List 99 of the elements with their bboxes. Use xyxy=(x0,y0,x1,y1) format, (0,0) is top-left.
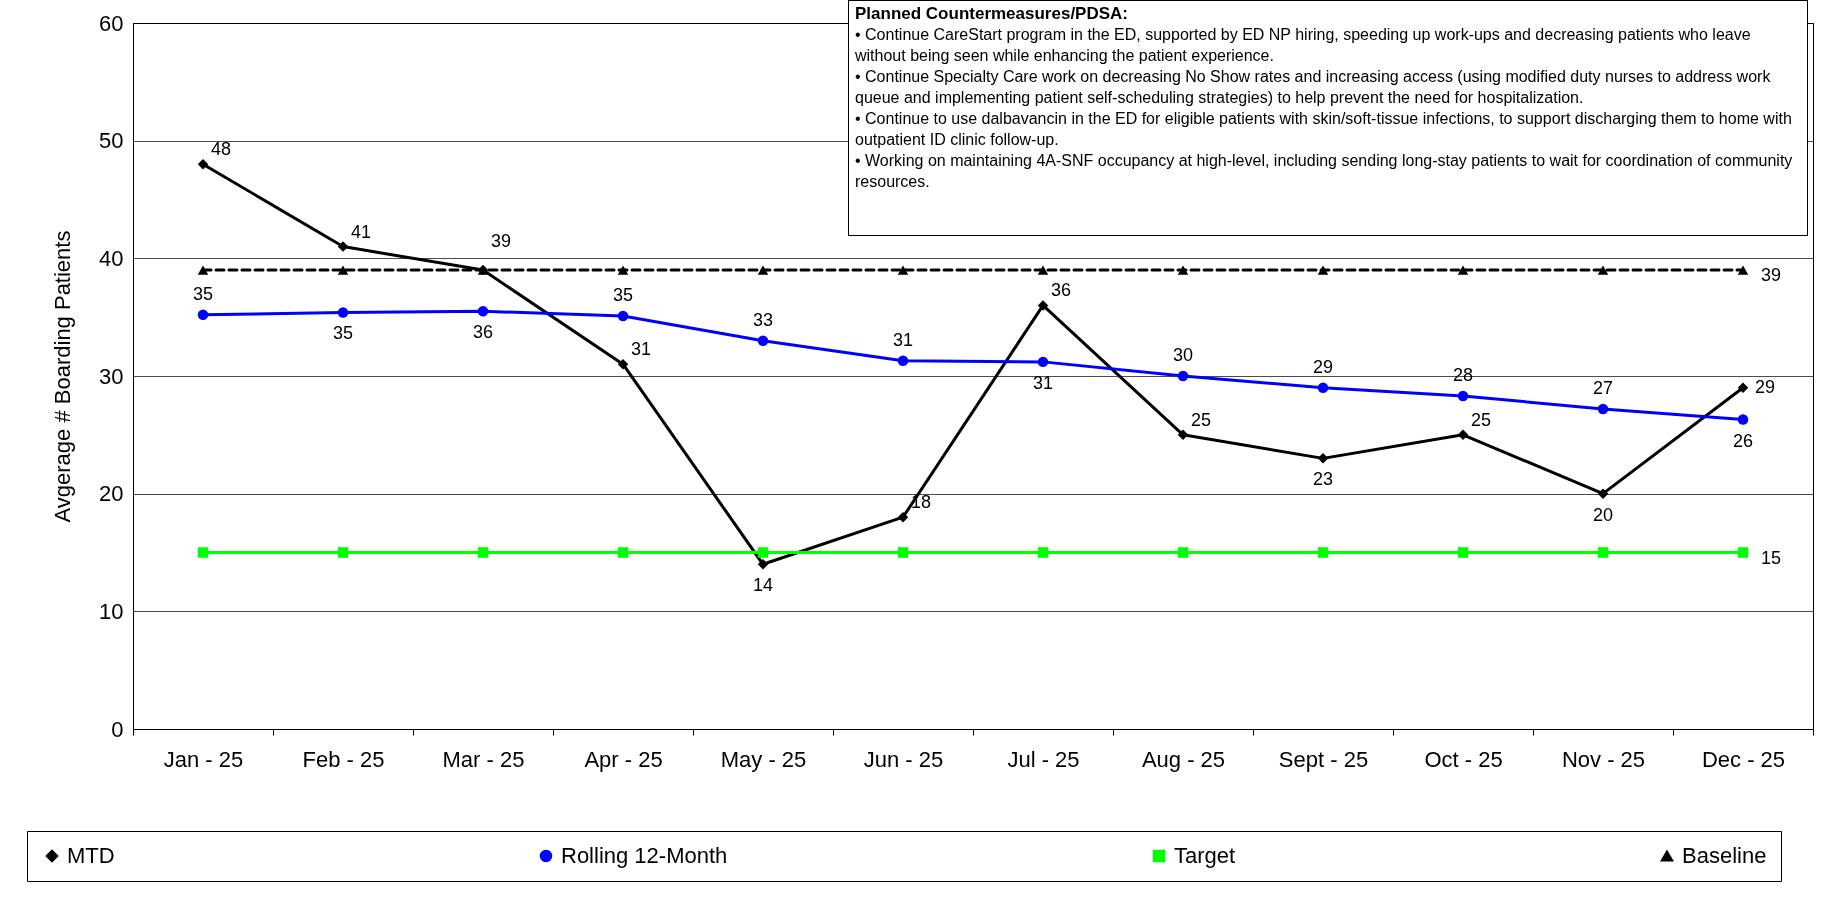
point xyxy=(477,306,489,317)
data-label: 29 xyxy=(1312,356,1334,377)
point xyxy=(617,358,629,370)
data-label: 14 xyxy=(752,575,774,596)
point xyxy=(897,511,909,523)
point xyxy=(1597,547,1609,558)
data-label: 35 xyxy=(192,283,214,304)
annotation: • Continue Specialty Care work on decreasing No Show rates and increasing access (using modified duty nurses to address work queue and implementing patient self-scheduling strategies) to help prevent the need for hospitalization. xyxy=(855,67,1772,108)
point xyxy=(1597,403,1609,415)
point xyxy=(197,309,209,321)
data-label: 41 xyxy=(350,221,372,242)
y-tick-label: 10 xyxy=(99,598,124,624)
point xyxy=(1597,265,1609,275)
point xyxy=(1317,265,1329,275)
data-label: 48 xyxy=(210,139,232,160)
point xyxy=(757,559,769,570)
data-label: 15 xyxy=(1760,547,1782,568)
x-tick-label: Oct - 25 xyxy=(1424,746,1503,772)
point xyxy=(197,158,209,170)
point xyxy=(1317,547,1329,558)
data-label: 31 xyxy=(892,329,914,350)
data-label: 25 xyxy=(1190,409,1212,430)
legend-label: Baseline xyxy=(1682,843,1767,868)
legend-label: Rolling 12-Month xyxy=(561,843,728,868)
y-tick-label: 0 xyxy=(111,716,124,742)
data-label: 36 xyxy=(1050,280,1072,301)
point xyxy=(1457,547,1469,558)
data-label: 31 xyxy=(630,339,652,360)
point xyxy=(1037,300,1049,311)
x-tick-label: Nov - 25 xyxy=(1561,746,1646,772)
y-tick-label: 20 xyxy=(99,481,124,507)
point xyxy=(1457,390,1469,402)
data-label: 31 xyxy=(1032,372,1054,393)
data-label: 26 xyxy=(1732,430,1754,451)
point xyxy=(897,355,909,366)
y-tick-label: 60 xyxy=(99,10,124,36)
data-label: 35 xyxy=(332,323,354,344)
annotation: • Continue CareStart program in the ED, supported by ED NP hiring, speeding up work-ups and decreasing patients who leave without being seen while enhancing the patient experience. xyxy=(855,25,1752,66)
point xyxy=(897,265,909,275)
point xyxy=(1177,370,1189,382)
point xyxy=(1737,382,1749,394)
annotation: • Continue to use dalbavancin in the ED for eligible patients with skin/soft-tissue infections, to support discharging them to home with outpatient ID clinic follow-up. xyxy=(855,109,1793,150)
x-tick-label: Sept - 25 xyxy=(1278,746,1369,772)
x-tick-label: Jan - 25 xyxy=(163,746,244,772)
point xyxy=(1037,547,1049,558)
y-tick-label: 40 xyxy=(99,245,124,271)
point xyxy=(1457,429,1469,441)
y-tick-label: 30 xyxy=(99,363,124,389)
point xyxy=(617,547,629,558)
point xyxy=(197,547,209,558)
data-label: 25 xyxy=(1470,409,1492,430)
x-tick-label: Dec - 25 xyxy=(1701,746,1786,772)
point xyxy=(757,265,769,275)
point xyxy=(1177,429,1189,441)
point xyxy=(1037,356,1049,368)
data-label: 35 xyxy=(612,284,634,305)
point xyxy=(897,547,909,558)
text: Planned Countermeasures/PDSA: xyxy=(855,4,1129,23)
point xyxy=(1737,414,1749,425)
data-label: 20 xyxy=(1592,504,1614,525)
point xyxy=(337,547,349,558)
legend-label: Target xyxy=(1174,843,1236,868)
point xyxy=(1317,453,1329,464)
point xyxy=(757,335,769,346)
data-label: 27 xyxy=(1592,377,1614,398)
point xyxy=(1177,265,1189,275)
x-tick-label: Aug - 25 xyxy=(1141,746,1226,772)
x-tick-label: Jul - 25 xyxy=(1007,746,1080,772)
x-tick-label: Jun - 25 xyxy=(863,746,944,772)
y-tick-label: 50 xyxy=(99,128,124,154)
point xyxy=(1177,547,1189,558)
data-label: 23 xyxy=(1312,469,1334,490)
point xyxy=(1737,265,1749,275)
point xyxy=(1597,488,1609,499)
point xyxy=(617,265,629,275)
data-label: 29 xyxy=(1754,376,1776,397)
x-tick-label: Mar - 25 xyxy=(442,746,525,772)
point xyxy=(337,241,349,252)
data-label: 39 xyxy=(490,231,512,252)
point xyxy=(617,310,629,322)
data-label: 36 xyxy=(472,322,494,343)
x-tick-label: Apr - 25 xyxy=(584,746,663,772)
x-tick-label: Feb - 25 xyxy=(302,746,385,772)
point xyxy=(757,547,769,558)
data-label: 33 xyxy=(752,309,774,330)
y-axis-title: Avgerage # Boarding Patients xyxy=(50,230,76,523)
point xyxy=(197,265,209,275)
point xyxy=(1457,265,1469,275)
data-label: 39 xyxy=(1760,265,1782,286)
data-label: 30 xyxy=(1172,345,1194,365)
point xyxy=(337,307,349,318)
legend-label: MTD xyxy=(67,843,115,868)
point xyxy=(1737,547,1749,558)
point xyxy=(1037,265,1049,275)
point xyxy=(1317,382,1329,393)
point xyxy=(337,265,349,275)
annotation: • Working on maintaining 4A-SNF occupancy at high-level, including sending long-stay patients to wait for coordination of community resources. xyxy=(855,151,1794,192)
point xyxy=(477,547,489,558)
x-tick-label: May - 25 xyxy=(720,746,807,772)
